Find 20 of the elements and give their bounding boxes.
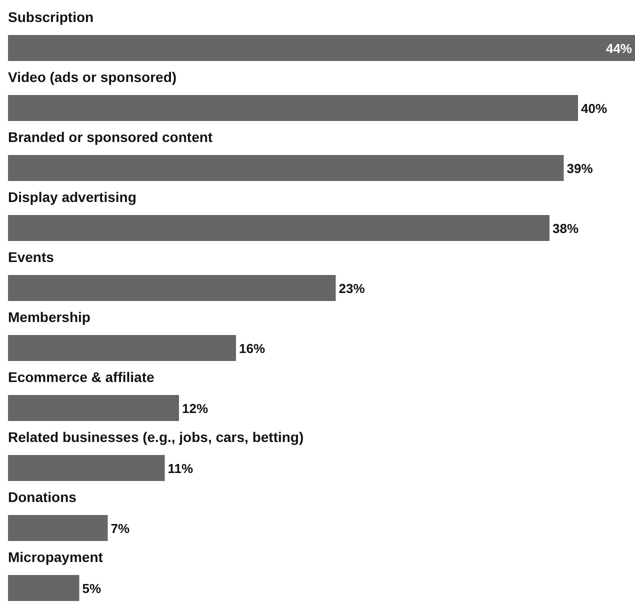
data-label: 16% xyxy=(239,341,266,356)
y-tick-label: Branded or sponsored content xyxy=(8,129,213,145)
y-tick-label: Events xyxy=(8,249,54,265)
data-label: 23% xyxy=(338,281,366,296)
data-label: 11% xyxy=(168,461,194,476)
y-tick-label: Video (ads or sponsored) xyxy=(8,69,177,85)
data-label: 7% xyxy=(110,521,130,536)
data-label: 12% xyxy=(182,401,208,416)
data-label: 5% xyxy=(82,581,102,596)
y-tick-label: Ecommerce & affiliate xyxy=(8,369,154,385)
data-label: 44% xyxy=(606,41,632,56)
y-tick-label: Related businesses (e.g., jobs, cars, betting) xyxy=(8,429,304,445)
y-tick-label: Micropayment xyxy=(8,549,104,565)
y-tick-label: Membership xyxy=(8,309,90,325)
data-label: 38% xyxy=(552,221,579,236)
data-label: 39% xyxy=(566,161,594,176)
y-tick-label: Display advertising xyxy=(8,189,136,205)
data-label: 40% xyxy=(581,101,608,116)
y-tick-label: Subscription xyxy=(8,9,94,25)
y-tick-label: Donations xyxy=(8,489,77,505)
